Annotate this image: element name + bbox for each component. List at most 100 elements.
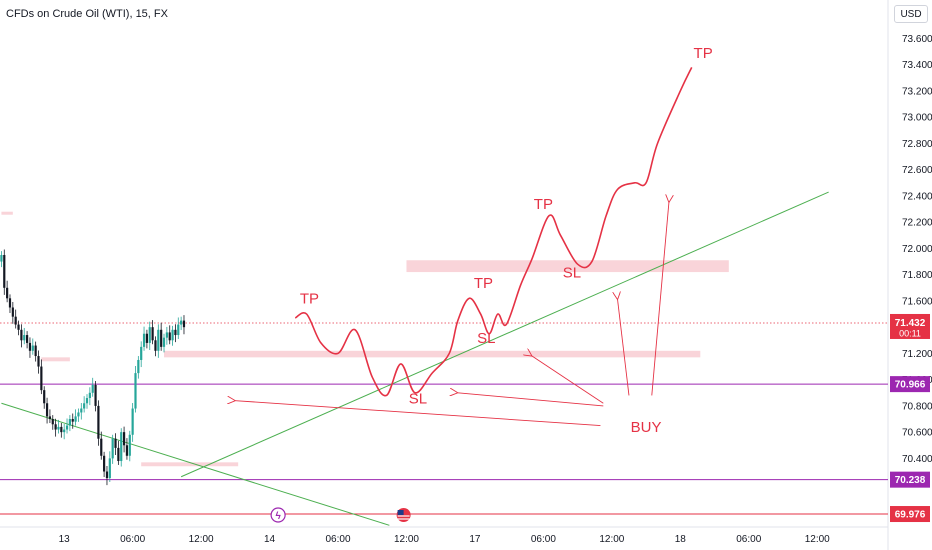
candle [154,340,157,351]
candle [37,356,40,367]
level-price-label: 70.238 [895,475,926,486]
candle [134,373,137,409]
candle [140,346,143,360]
sl-label: SL [477,330,495,347]
level-price-badge [890,471,930,488]
x-tick-label: 17 [469,534,481,545]
candle [157,329,160,351]
candle [68,419,71,426]
candle [120,432,123,462]
x-tick-label: 06:00 [531,534,556,545]
y-tick-label: 72.800 [902,139,932,150]
candle [105,471,109,479]
candle [20,329,23,341]
y-tick-label: 73.400 [902,60,932,71]
sl-label: SL [409,390,427,407]
x-tick-label: 06:00 [326,534,351,545]
candle [100,438,103,456]
candle [91,384,94,393]
last-price-value: 71.432 [895,318,926,329]
price-zone [406,260,729,273]
candle [85,398,89,404]
level-price-label: 69.976 [895,510,926,521]
candle [45,403,49,417]
candle [182,320,186,328]
price-zone [141,462,239,467]
candle [77,412,80,417]
y-tick-label: 73.200 [902,86,932,97]
x-tick-label: 12:00 [805,534,830,545]
candle [54,424,57,430]
candle [148,327,151,343]
candle [8,298,12,308]
price-zone [164,350,701,358]
candle [60,426,63,433]
candle [0,255,3,262]
candle [108,458,111,479]
us-flag-canton [397,510,404,515]
y-tick-label: 73.600 [902,34,932,45]
candle [3,255,6,288]
candle [122,432,126,446]
y-tick-label: 71.800 [902,270,932,281]
candle [14,316,17,325]
buy-arrow [235,401,601,427]
level-price-label: 70.966 [895,380,926,391]
buy-arrow [458,393,604,407]
candle [51,419,54,425]
tp-label: TP [300,291,319,308]
candle [103,455,106,472]
x-tick-label: 12:00 [599,534,624,545]
currency-button[interactable]: USD [894,5,928,23]
candle [57,426,60,430]
candle [23,335,26,341]
candle [31,345,34,351]
y-tick-label: 71.600 [902,296,932,307]
candle [28,342,32,351]
y-tick-label: 71.200 [902,349,932,360]
candle [48,416,52,420]
candle [94,384,97,406]
candle [117,447,120,462]
candle [65,425,69,430]
candle [131,408,134,435]
y-tick-label: 72.600 [902,165,932,176]
candle [111,438,114,459]
x-tick-label: 14 [264,534,276,545]
projection-path [294,67,693,397]
y-tick-label: 72.400 [902,191,932,202]
candle [40,366,43,391]
candle [168,332,171,341]
candle [97,405,100,439]
x-tick-label: 18 [675,534,687,545]
candle [137,359,140,374]
sl-label: SL [563,264,581,281]
tp-label: TP [534,196,553,213]
candle [125,445,129,456]
candle [11,307,14,317]
chart-title: CFDs on Crude Oil (WTI), 15, FX [6,8,168,20]
candle [17,324,20,330]
buy-arrow [651,203,669,396]
price-zone [1,211,13,215]
x-tick-label: 12:00 [394,534,419,545]
candle [63,429,66,433]
buy-arrow [532,356,604,404]
level-price-badge [890,506,930,523]
buy-arrow [618,300,630,396]
lightning-icon [270,507,286,523]
candle [128,434,131,456]
y-tick-label: 70.800 [902,401,932,412]
candle [165,332,168,338]
candle [142,333,146,347]
candle [80,408,83,413]
tp-label: TP [474,275,493,292]
candle [180,320,183,325]
candle [34,345,37,357]
candle [160,329,163,347]
x-tick-label: 06:00 [736,534,761,545]
last-price-badge [890,313,930,339]
candle [43,390,46,404]
bar-countdown: 00:11 [899,328,921,338]
